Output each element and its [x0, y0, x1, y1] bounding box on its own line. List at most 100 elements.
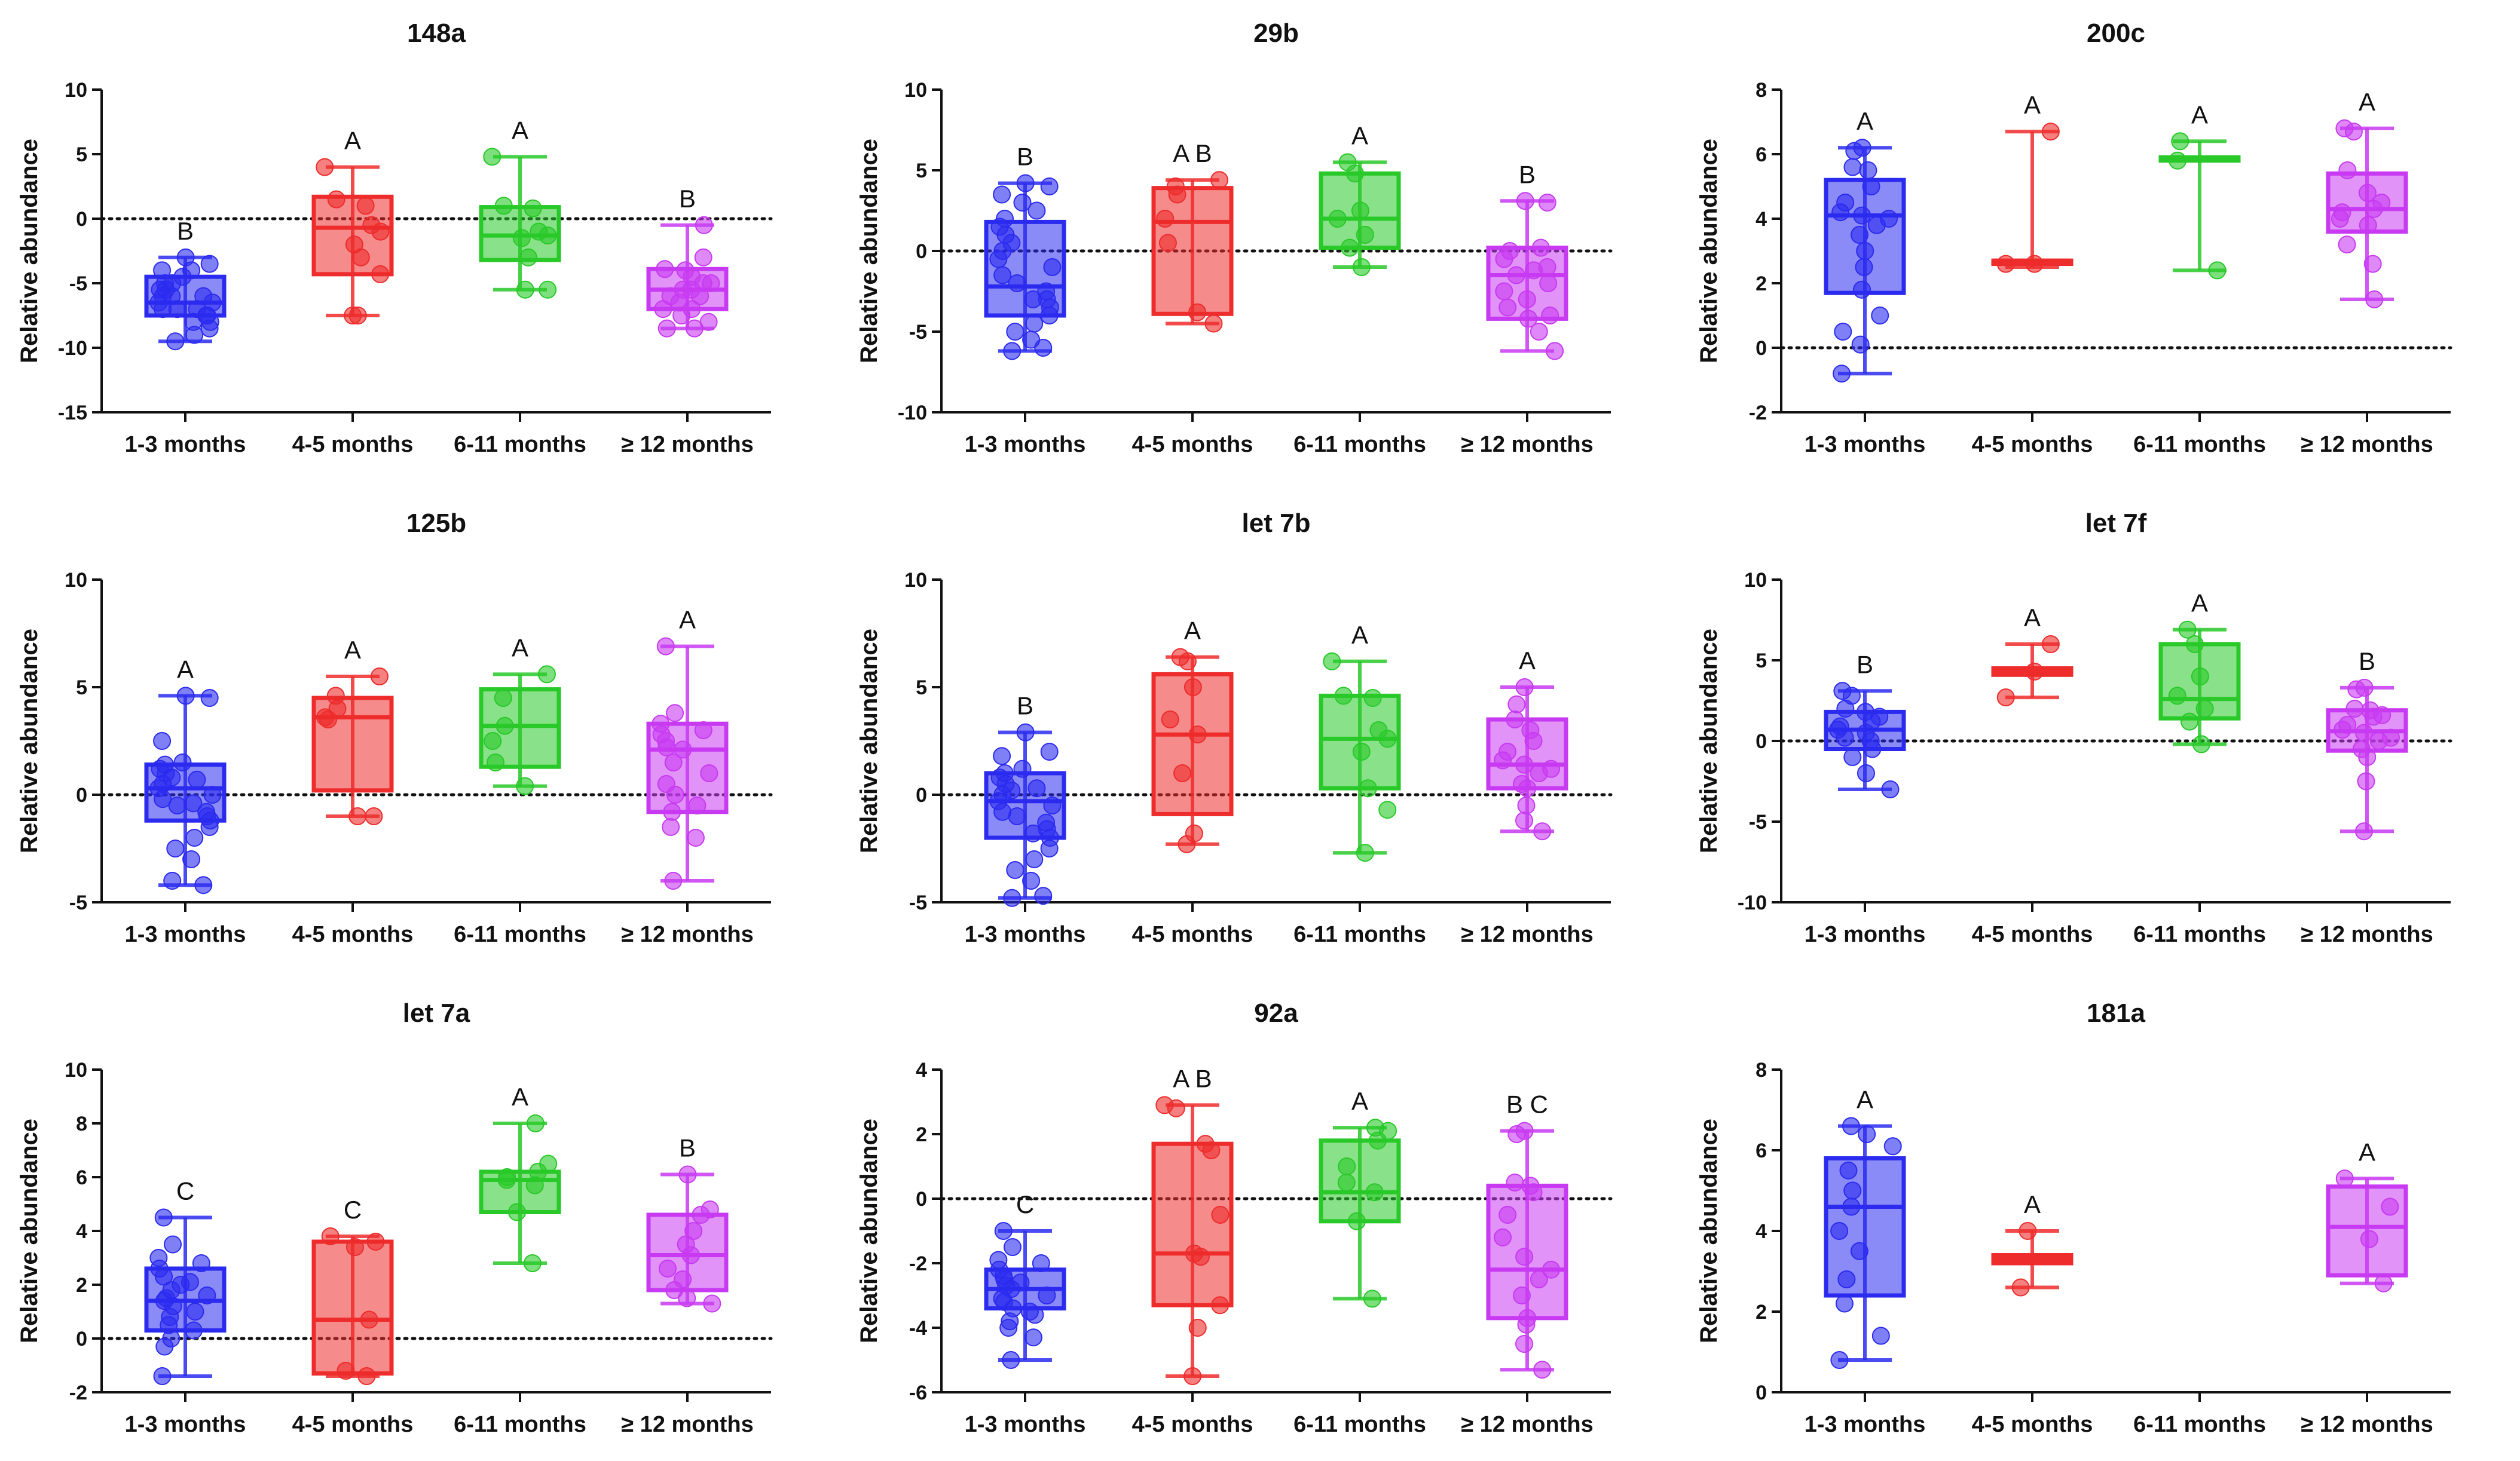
data-point — [1515, 1335, 1534, 1353]
data-point — [1337, 1174, 1356, 1192]
data-point — [1862, 177, 1880, 195]
y-tick-label: -4 — [909, 1317, 927, 1340]
data-point — [1210, 171, 1228, 189]
data-point — [1378, 730, 1397, 748]
significance-label: A — [344, 127, 361, 155]
data-point — [658, 1260, 677, 1278]
data-point — [366, 1233, 385, 1251]
x-tick-label-gte-12-months: ≥ 12 months — [1461, 922, 1593, 947]
data-point — [486, 754, 504, 771]
data-point — [2358, 748, 2377, 766]
x-tick-label-4-5-months: 4-5 months — [1132, 1412, 1253, 1437]
data-point — [1515, 678, 1534, 696]
data-point — [1003, 342, 1022, 360]
data-point — [656, 260, 674, 278]
data-point — [1542, 1260, 1561, 1279]
data-point — [1519, 310, 1537, 328]
data-point — [1034, 887, 1053, 905]
significance-label: A — [344, 636, 361, 664]
y-axis-label: Relative abundance — [1696, 629, 1722, 853]
box-6-11-months: A — [1319, 1087, 1401, 1308]
data-point — [694, 274, 712, 292]
y-tick-label: 5 — [916, 676, 927, 699]
panel-title: 181a — [2087, 998, 2145, 1028]
data-point — [678, 1289, 696, 1307]
significance-label: B — [1017, 692, 1033, 720]
data-point — [173, 754, 192, 771]
data-point — [188, 770, 206, 789]
significance-label: B C — [1506, 1091, 1548, 1119]
y-axis-label: Relative abundance — [1696, 139, 1722, 363]
box-gte-12-months: A — [2326, 1138, 2408, 1292]
data-point — [666, 704, 684, 722]
data-point — [512, 229, 531, 247]
y-tick-label: -10 — [58, 337, 87, 360]
data-point — [2357, 772, 2375, 791]
panel-title: 29b — [1253, 19, 1299, 48]
significance-label: A — [2024, 1190, 2041, 1218]
data-point — [157, 1289, 176, 1307]
data-point — [1506, 710, 1524, 728]
box-6-11-months: A — [2158, 589, 2241, 754]
x-tick-label-1-3-months: 1-3 months — [965, 432, 1086, 457]
significance-label: A — [679, 606, 696, 634]
x-tick-label-4-5-months: 4-5 months — [1972, 432, 2093, 457]
y-tick-label: -5 — [69, 272, 87, 295]
data-point — [360, 1310, 378, 1329]
data-point — [2171, 132, 2189, 151]
y-tick-label: -5 — [69, 892, 87, 914]
data-point — [182, 850, 201, 868]
data-point — [1539, 274, 1558, 292]
box-4-5-months: A — [1991, 91, 2074, 273]
box-gte-12-months: B — [646, 185, 729, 338]
data-point — [526, 1114, 545, 1132]
data-point — [688, 797, 707, 814]
panel-let-7a: let 7a Relative abundance -2 0 2 4 6 8 10 1-3 mon… — [16, 998, 773, 1437]
data-point — [1003, 889, 1022, 907]
data-point — [662, 818, 680, 836]
data-point — [994, 1222, 1013, 1240]
data-point — [1173, 764, 1192, 782]
data-point — [1835, 1294, 1854, 1313]
data-point — [203, 786, 222, 804]
box-gte-12-months: A — [1486, 647, 1568, 841]
y-tick-label: 8 — [1756, 79, 1767, 102]
box-6-11-months: A — [479, 116, 561, 299]
data-point — [661, 287, 680, 305]
box-4-5-months: A — [311, 636, 394, 825]
significance-label: B — [1857, 650, 1873, 678]
data-point — [1859, 161, 1877, 179]
data-point — [664, 754, 683, 771]
box-4-5-months: C — [311, 1196, 394, 1385]
data-point — [1013, 759, 1032, 778]
data-point — [1516, 192, 1534, 210]
data-point — [2208, 261, 2227, 280]
data-point — [2373, 706, 2391, 724]
data-point — [1204, 314, 1223, 333]
data-point — [1839, 1161, 1858, 1180]
data-point — [155, 1267, 173, 1286]
data-point — [2363, 255, 2382, 273]
data-point — [2180, 712, 2199, 731]
data-point — [703, 1294, 721, 1313]
panel-title: let 7f — [2085, 509, 2147, 538]
data-point — [184, 1321, 203, 1340]
box-1-3-months: A — [1824, 107, 1906, 383]
box-gte-12-months: B — [646, 1134, 729, 1313]
data-point — [519, 248, 537, 267]
data-point — [1494, 1228, 1512, 1246]
data-point — [1863, 740, 1882, 758]
x-tick-label-gte-12-months: ≥ 12 months — [2301, 432, 2433, 457]
panel-29b: 29b Relative abundance -10 -5 0 5 10 1-3 months… — [856, 19, 1613, 457]
x-tick-label-1-3-months: 1-3 months — [125, 922, 246, 947]
x-tick-label-6-11-months: 6-11 months — [454, 1412, 586, 1437]
y-axis-label: Relative abundance — [16, 1119, 42, 1343]
data-point — [155, 1337, 174, 1356]
data-point — [2334, 721, 2352, 739]
data-point — [1043, 258, 1062, 276]
data-point — [1858, 1125, 1876, 1143]
data-point — [319, 710, 337, 728]
data-point — [1363, 1290, 1381, 1308]
data-point — [168, 797, 186, 814]
data-point — [665, 1281, 684, 1299]
